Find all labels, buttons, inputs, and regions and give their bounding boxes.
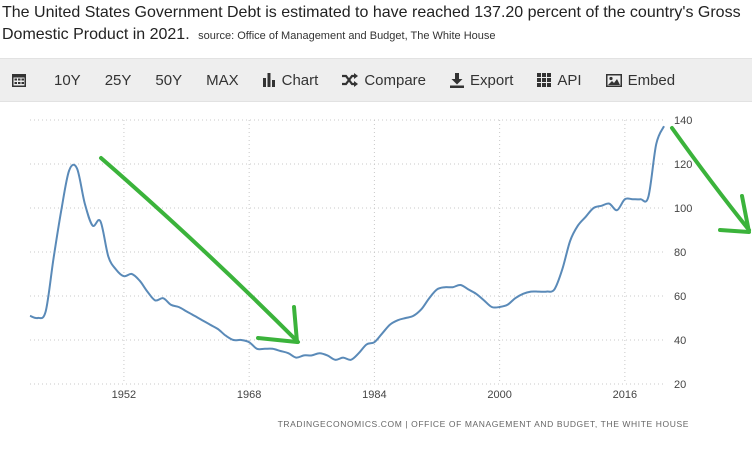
chart-headline: The United States Government Debt is est… <box>2 2 750 47</box>
range-25y-button[interactable]: 25Y <box>93 59 144 101</box>
api-button-label: API <box>557 71 582 89</box>
chart-button[interactable]: Chart <box>251 59 331 101</box>
source-note: source: Office of Management and Budget,… <box>198 30 496 42</box>
y-tick-label: 80 <box>674 247 686 259</box>
y-tick-label: 100 <box>674 203 692 215</box>
range-max-button[interactable]: MAX <box>194 59 251 101</box>
calendar-icon <box>12 74 26 87</box>
footer-credit: TRADINGECONOMICS.COM | OFFICE OF MANAGEM… <box>277 419 689 429</box>
chart-svg: 20 40 60 80 100 120 140 1952 1968 1984 2000 2016 <box>29 115 751 401</box>
calendar-button[interactable] <box>0 59 42 101</box>
y-tick-label: 140 <box>674 115 692 127</box>
y-tick-label: 60 <box>674 291 686 303</box>
range-10y-button[interactable]: 10Y <box>42 59 93 101</box>
compare-button-label: Compare <box>364 71 427 89</box>
shuffle-icon <box>342 73 359 87</box>
range-25y-label: 25Y <box>104 71 132 89</box>
compare-button[interactable]: Compare <box>330 59 438 101</box>
x-tick-label: 2000 <box>487 389 511 401</box>
range-50y-label: 50Y <box>155 71 183 89</box>
headline-text: The United States Government Debt is est… <box>2 4 741 43</box>
x-tick-label: 2016 <box>613 389 637 401</box>
annotation-arrow-left <box>99 156 300 344</box>
range-10y-label: 10Y <box>54 71 81 89</box>
grid-icon <box>537 73 552 87</box>
api-button[interactable]: API <box>525 59 593 101</box>
embed-button[interactable]: Embed <box>594 59 688 101</box>
chart-button-label: Chart <box>281 71 319 89</box>
x-tick-label: 1952 <box>112 389 136 401</box>
debt-series-line <box>29 125 665 361</box>
chart-toolbar: 10Y 25Y 50Y MAX Chart Compare Export <box>0 58 752 102</box>
image-icon <box>605 73 622 87</box>
download-icon <box>450 72 465 88</box>
y-tick-label: 20 <box>674 379 686 391</box>
export-button[interactable]: Export <box>438 59 525 101</box>
range-max-label: MAX <box>206 71 239 89</box>
bar-chart-icon <box>262 73 275 87</box>
x-tick-label: 1984 <box>362 389 386 401</box>
annotation-arrow-right <box>670 126 751 234</box>
debt-to-gdp-chart: 20 40 60 80 100 120 140 1952 1968 1984 2000 2016 <box>0 104 752 444</box>
x-tick-label: 1968 <box>237 389 261 401</box>
export-button-label: Export <box>470 71 514 89</box>
y-tick-label: 40 <box>674 335 686 347</box>
range-50y-button[interactable]: 50Y <box>143 59 194 101</box>
embed-button-label: Embed <box>627 71 676 89</box>
y-tick-label: 120 <box>674 159 692 171</box>
